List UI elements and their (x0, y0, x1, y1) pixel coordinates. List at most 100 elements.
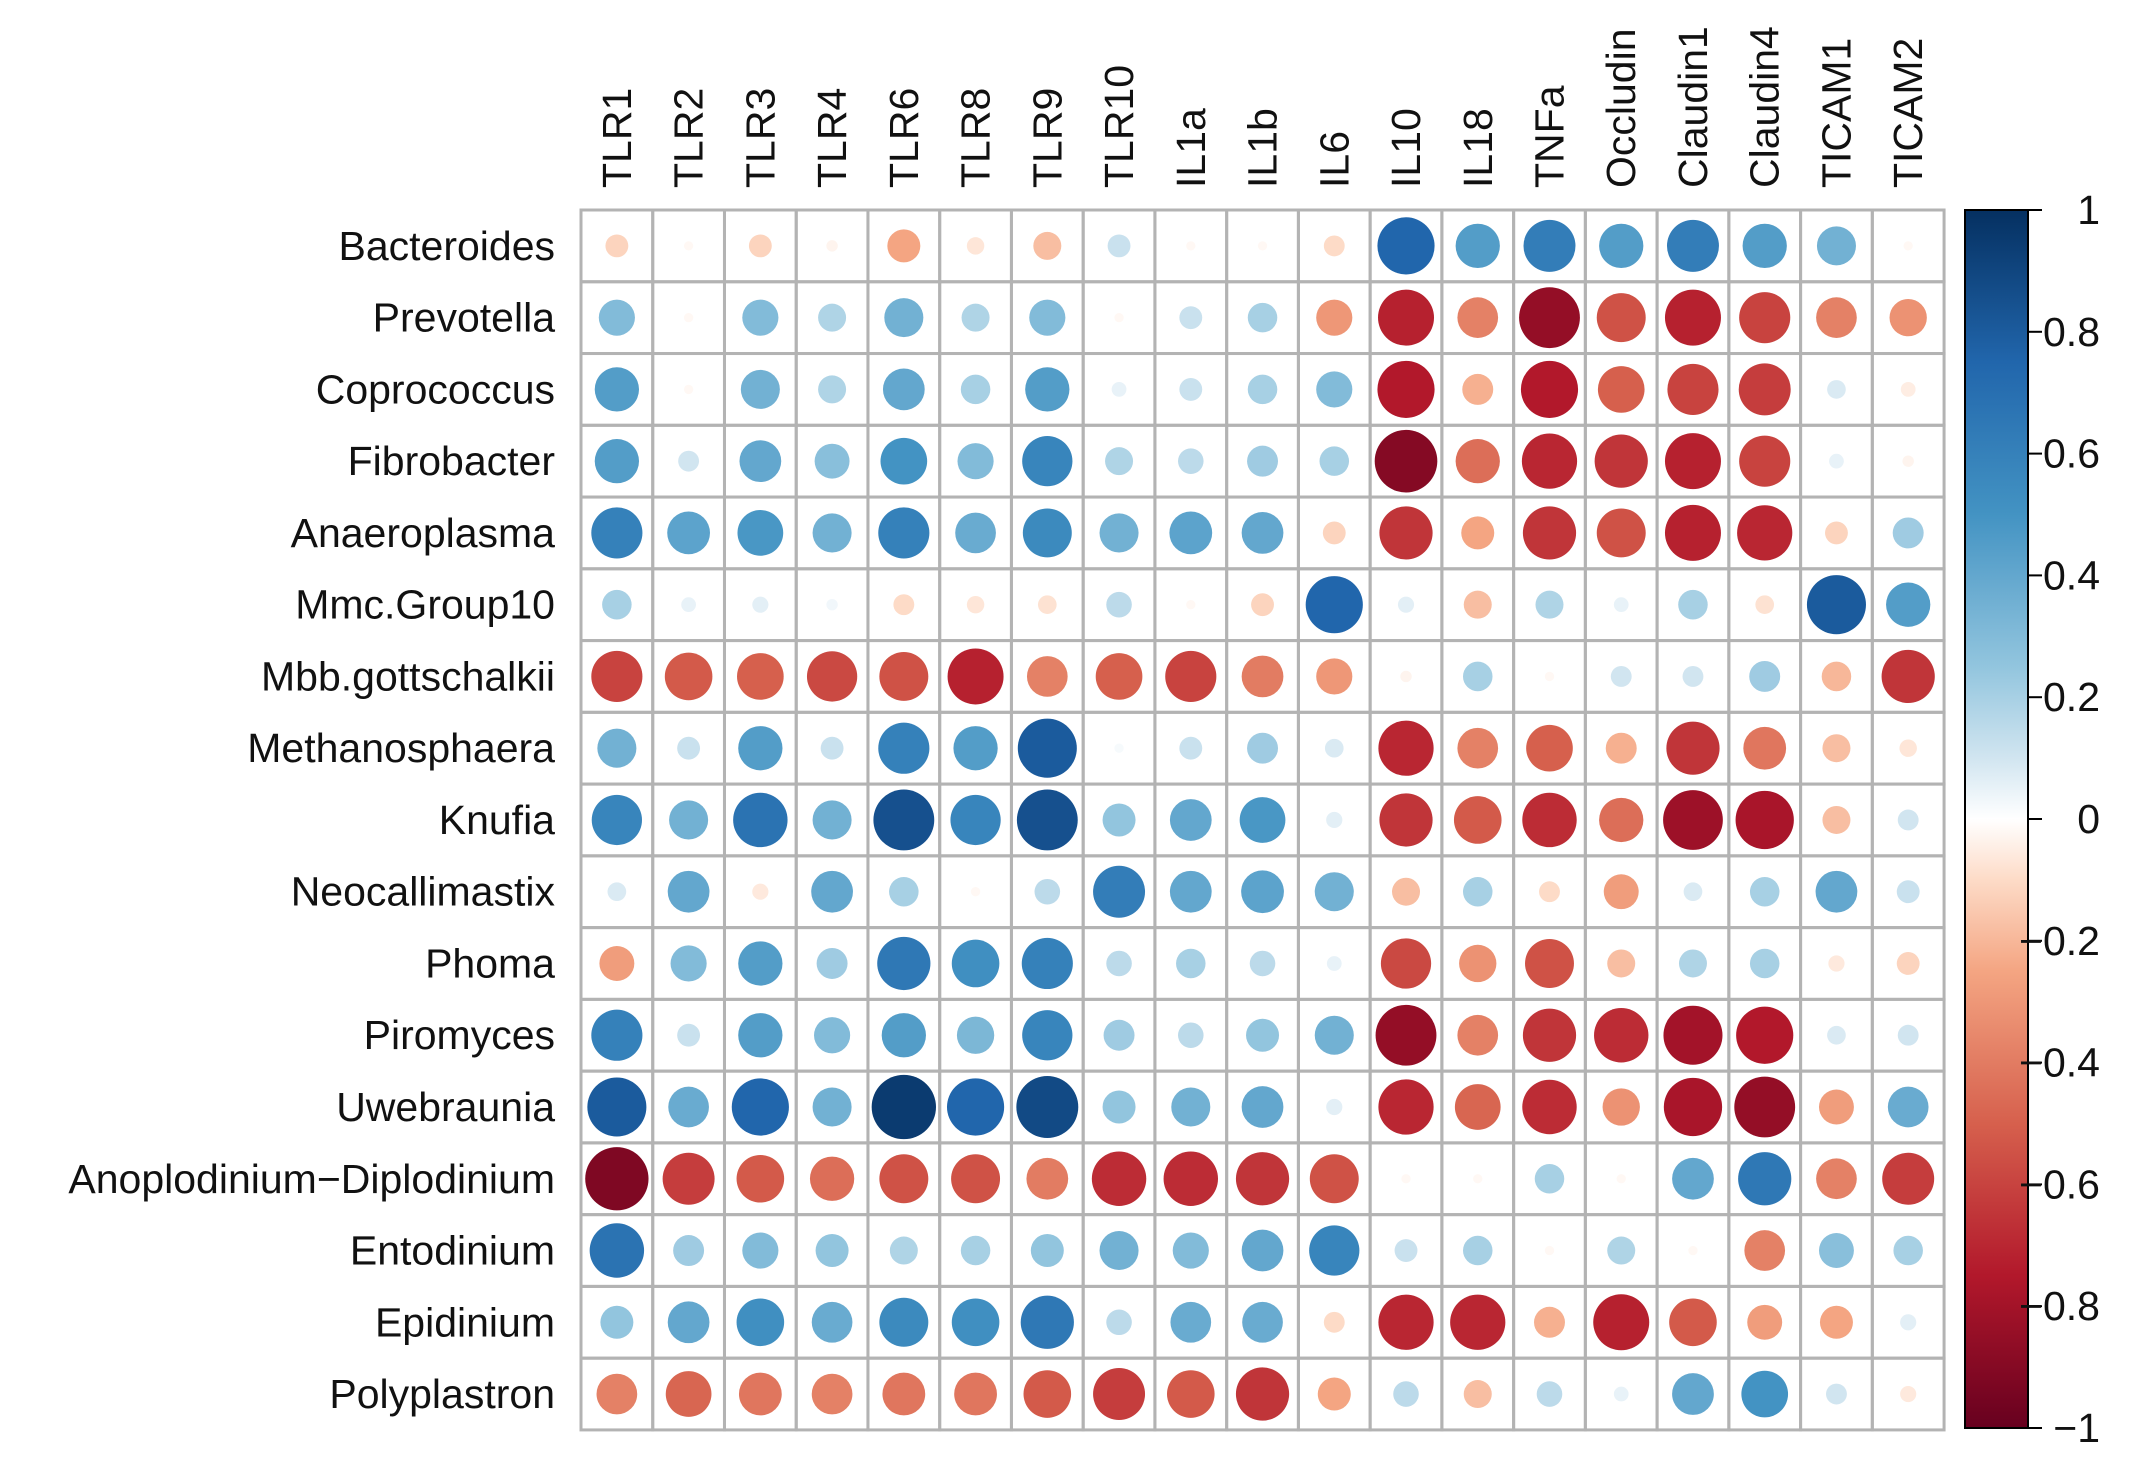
correlation-circle: -0.07 (966, 595, 985, 614)
correlation-circle: -0.7 (1378, 1079, 1434, 1135)
correlation-circle: 0.55 (1022, 508, 1072, 558)
correlation-circle: -0.6 (1667, 363, 1719, 415)
correlation-circle: -0.52 (1166, 1370, 1215, 1418)
correlation-circle: -0.48 (1454, 1084, 1501, 1130)
colorbar-tick-label: −1 (2053, 1405, 2100, 1451)
correlation-circle: 0.3 (1172, 1232, 1209, 1269)
correlation-circle: 0.2 (1319, 446, 1350, 476)
correlation-circle: 0.58 (591, 794, 643, 846)
correlation-circle: -0.8 (1663, 1005, 1723, 1065)
correlation-circle: 0.3 (670, 945, 707, 982)
correlation-circle: 0.35 (1314, 872, 1354, 912)
correlation-circle: 0.2 (1176, 948, 1206, 979)
correlation-circle: 0.38 (955, 512, 996, 554)
correlation-circle: -0.72 (1664, 504, 1721, 561)
correlation-circle: -0.55 (1309, 1154, 1359, 1204)
column-label: IL18 (1455, 108, 1501, 188)
correlation-circle: -0.5 (1597, 366, 1645, 413)
colorbar-tick-label: −0.2 (2019, 918, 2100, 964)
correlation-circle: -0.5 (1526, 724, 1573, 772)
correlation-circle: 0.15 (1106, 950, 1132, 977)
correlation-circle: 0.35 (1099, 513, 1139, 553)
correlation-circle: 0.4 (1241, 1086, 1284, 1128)
correlation-circle: -0.38 (1457, 297, 1499, 338)
correlation-circle: 0.45 (1025, 367, 1070, 412)
correlation-circle: 0.38 (1242, 1301, 1283, 1343)
correlation-circle: -0.18 (1392, 877, 1421, 906)
row-label: Anaeroplasma (291, 510, 556, 556)
correlation-circle: -0.62 (1882, 1152, 1935, 1205)
correlation-circle: 0.18 (1678, 949, 1707, 978)
correlation-circle: 0.52 (951, 939, 1000, 988)
correlation-circle: 0.1 (678, 450, 700, 472)
correlation-circle: -0.03 (1902, 455, 1914, 467)
correlation-circle: -0.62 (1093, 1368, 1146, 1421)
column-label: IL10 (1383, 108, 1429, 188)
correlation-circle: 0.1 (1826, 1383, 1847, 1405)
correlation-circle: -0.38 (1816, 297, 1857, 338)
correlation-circle: 0.25 (1246, 1018, 1280, 1052)
correlation-circle: -0.38 (596, 1373, 638, 1415)
correlation-circle: 0.4 (1241, 1229, 1284, 1272)
correlation-circle: 0.6 (878, 722, 930, 774)
correlation-circle: -0.85 (1375, 1004, 1437, 1066)
correlation-circle: 0.18 (818, 375, 847, 404)
correlation-circle: -0.65 (1235, 1152, 1290, 1206)
correlation-circle: 0.12 (1107, 234, 1131, 258)
correlation-circle: 0.35 (597, 728, 637, 768)
column-labels: TLR1 TLR2 TLR3 TLR4 TLR6 TLR8 TLR9 TLR10 IL1a IL1… (594, 26, 1931, 188)
correlation-circle: 0.2 (960, 374, 991, 405)
correlation-circle: -0.6 (591, 650, 643, 703)
correlation-circle: -0.65 (1379, 506, 1433, 560)
correlation-circle: -0.68 (1594, 1008, 1649, 1063)
correlation-circle: -0.38 (1457, 1014, 1499, 1056)
correlation-circle: -0.68 (1163, 1151, 1219, 1206)
correlation-circle: 0.4 (1672, 1157, 1714, 1200)
correlation-circle: 0.3 (1029, 299, 1066, 336)
correlation-circle: 0.8 (587, 1077, 647, 1137)
correlation-circle: -0.92 (585, 1147, 649, 1211)
correlation-circle: 0.6 (1021, 937, 1073, 990)
correlation-circle: 0.35 (1816, 226, 1856, 266)
correlation-circle: -0.7 (1450, 1294, 1506, 1350)
correlation-circle: -0.42 (1743, 726, 1787, 770)
correlation-circle: -0.85 (1734, 1076, 1796, 1138)
colorbar-tick-label: −0.4 (2019, 1040, 2100, 1086)
correlation-circle: 0.05 (1111, 382, 1127, 397)
correlation-circle: 0.03 (826, 598, 838, 611)
correlation-circle: -0.62 (662, 1152, 715, 1205)
correlation-circle: -0.72 (1664, 433, 1721, 490)
correlation-circle: -0.02 (1544, 1245, 1555, 1256)
correlation-circle: 0.5 (880, 437, 928, 485)
correlation-circle: -0.4 (1026, 1157, 1069, 1200)
colorbar-tick-label: 0.8 (2043, 309, 2100, 355)
correlation-circle: 0.4 (667, 870, 710, 913)
correlation-circle: 0.18 (1535, 590, 1564, 619)
correlation-circle: -0.02 (1903, 241, 1913, 251)
correlation-circle: -0.52 (1023, 1370, 1072, 1418)
correlation-circle: -0.02 (1257, 241, 1268, 251)
correlation-circle: -0.65 (1881, 649, 1935, 704)
correlation-circle: 0.4 (739, 440, 782, 483)
correlation-circle: 0.4 (1169, 870, 1212, 913)
correlation-circle: 0.35 (812, 800, 852, 840)
correlation-circle: -0.42 (882, 1372, 926, 1416)
column-label: IL1b (1240, 108, 1286, 188)
correlation-circle: -0.72 (947, 648, 1004, 705)
correlation-circle: 0.12 (1394, 1239, 1418, 1262)
correlation-circle: 0.18 (818, 303, 847, 332)
correlation-circle: 0.3 (742, 299, 779, 336)
correlation-circle: -0.58 (1380, 938, 1432, 989)
circle-layer: -0.12 -0.02 -0.12 -0.03 -0.25 -0.07 -0.18 0.12 -… (585, 217, 1935, 1421)
row-label: Epidinium (375, 1299, 555, 1345)
correlation-circle: -0.32 (1602, 1088, 1640, 1126)
correlation-circle: 0.05 (1829, 453, 1844, 469)
correlation-circle: -0.02 (1616, 1174, 1626, 1184)
correlation-circle: 0.12 (677, 1023, 701, 1047)
correlation-circle: 0.22 (1247, 445, 1279, 477)
correlation-circle: 0.75 (731, 1078, 789, 1136)
correlation-circle: -0.6 (1739, 292, 1791, 344)
colorbar-tick-label: 1 (2077, 187, 2100, 233)
correlation-circle: -0.12 (1251, 593, 1274, 617)
correlation-circle: 0.2 (1247, 374, 1278, 405)
